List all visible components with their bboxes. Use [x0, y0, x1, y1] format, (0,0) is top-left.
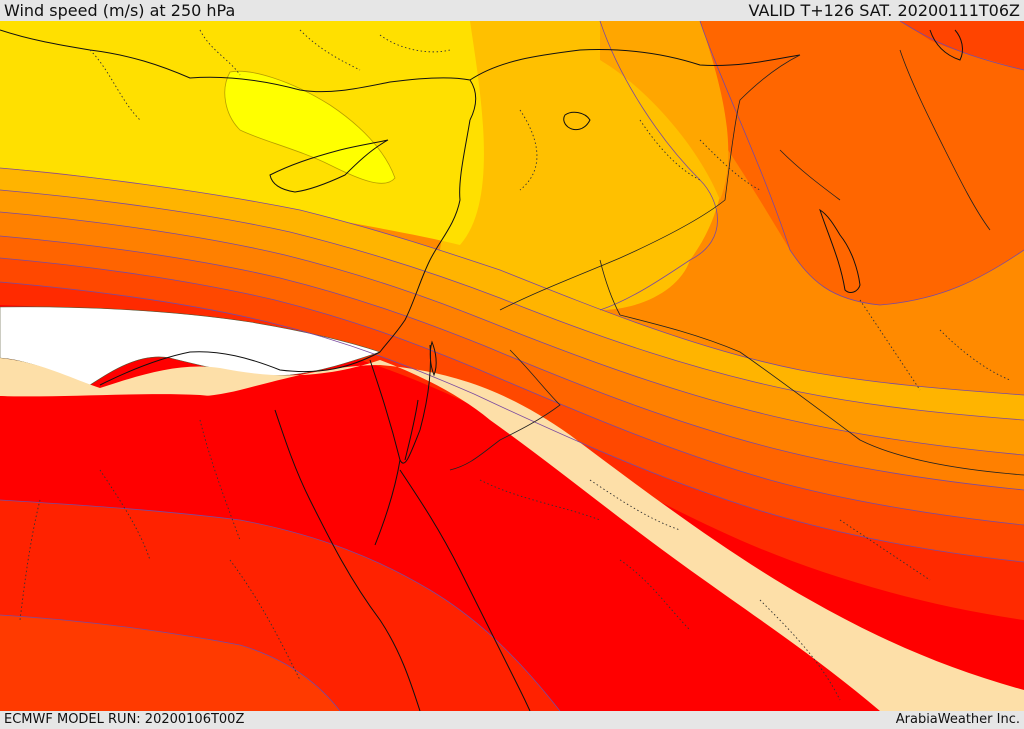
red-sea-east [399, 469, 531, 711]
contour-line [0, 257, 1024, 526]
cyprus-outline [269, 139, 389, 193]
province-line [479, 479, 601, 521]
caspian-coast [929, 29, 963, 61]
red-sea-west [274, 409, 421, 711]
band-amber-east [600, 21, 729, 200]
province-boundaries [19, 29, 1011, 701]
border-line [499, 54, 801, 311]
wind-contours [0, 21, 1024, 711]
contour-line [899, 21, 1024, 71]
model-run: ECMWF MODEL RUN: 20200106T00Z [4, 712, 245, 727]
province-line [639, 119, 701, 181]
coastlines [0, 29, 963, 711]
province-line [199, 419, 241, 541]
contour-line [0, 235, 1024, 491]
province-line [199, 29, 241, 76]
contour-line [0, 281, 1024, 563]
contour-line [0, 211, 1024, 456]
turkey-coast [0, 29, 477, 121]
north-coast [469, 49, 801, 81]
sinai-east [399, 344, 431, 464]
country-borders [449, 49, 1024, 476]
province-line [589, 479, 681, 531]
dead-sea [429, 340, 437, 377]
border-line [449, 349, 561, 471]
contour-line [599, 21, 718, 311]
province-line [619, 559, 691, 631]
contour-line [0, 614, 341, 711]
province-line [939, 329, 1011, 381]
contour-line [0, 189, 1024, 421]
levant-coast [379, 119, 471, 353]
persian-gulf [819, 208, 861, 293]
contour-line [0, 167, 1024, 396]
sinai-west [369, 359, 401, 546]
map-title: Wind speed (m/s) at 250 hPa [4, 1, 236, 20]
band-northeast-deep-orange [700, 21, 1024, 305]
border-line [599, 259, 621, 316]
valid-time: VALID T+126 SAT. 20200111T06Z [748, 1, 1020, 20]
contour-line [699, 21, 1024, 306]
province-line [859, 299, 921, 391]
wind-speed-map [0, 21, 1024, 711]
province-line [99, 469, 151, 561]
credit: ArabiaWeather Inc. [895, 712, 1020, 727]
province-line [89, 49, 141, 121]
footer-bar: ECMWF MODEL RUN: 20200106T00Z ArabiaWeat… [0, 711, 1024, 729]
province-line [699, 139, 761, 191]
gulf-of-aqaba [404, 399, 419, 461]
province-line [229, 559, 301, 681]
band-bright-yellow [224, 70, 396, 184]
province-line [19, 499, 41, 621]
border-line [779, 149, 841, 201]
province-line [839, 519, 931, 581]
egypt-coast [99, 351, 381, 386]
band-yellow [0, 21, 484, 245]
band-tan [0, 358, 1024, 711]
map-canvas [0, 21, 1024, 711]
band-orange-red-southwest [0, 615, 340, 711]
header-bar: Wind speed (m/s) at 250 hPa VALID T+126 … [0, 0, 1024, 21]
lake-van [563, 111, 591, 131]
border-line [619, 314, 1024, 476]
border-line [899, 49, 991, 231]
